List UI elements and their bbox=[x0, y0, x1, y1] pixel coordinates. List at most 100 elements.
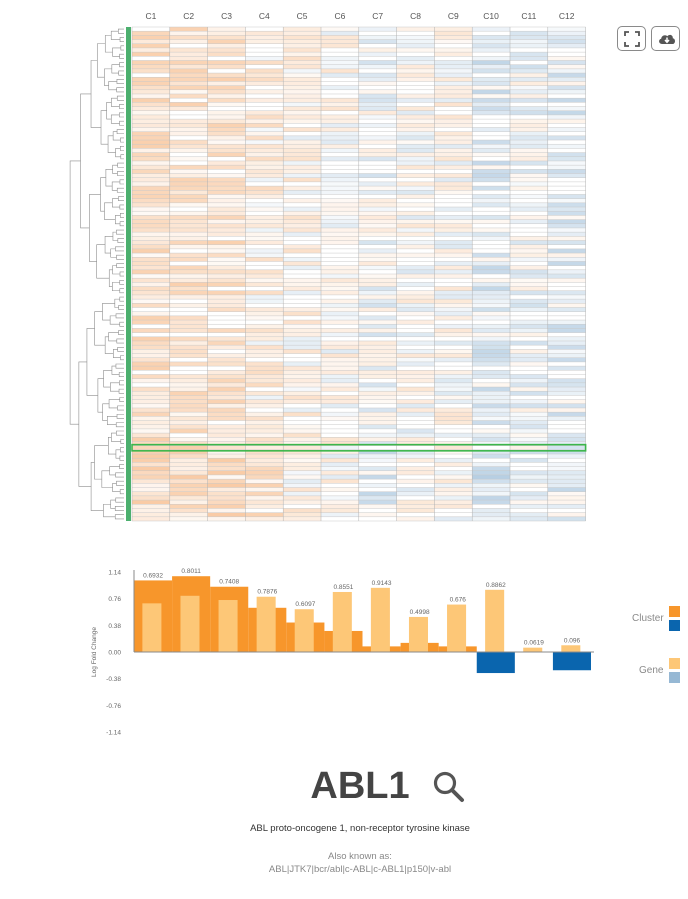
heatmap-cell bbox=[245, 194, 284, 199]
heatmap-cell bbox=[207, 294, 246, 300]
heatmap-cell bbox=[472, 253, 510, 258]
heatmap-cell bbox=[283, 148, 321, 153]
dendrogram-branch bbox=[117, 171, 124, 176]
heatmap-cell bbox=[547, 253, 586, 258]
heatmap-cell bbox=[358, 340, 397, 346]
dendrogram-branch bbox=[120, 212, 124, 218]
heatmap-cell bbox=[207, 35, 246, 40]
search-icon[interactable] bbox=[432, 770, 466, 804]
heatmap-cell bbox=[472, 495, 510, 501]
heatmap-cell bbox=[283, 127, 321, 132]
heatmap-cell bbox=[169, 131, 208, 136]
heatmap-cell bbox=[547, 307, 586, 312]
heatmap-cell bbox=[207, 135, 246, 141]
heatmap-cell bbox=[207, 85, 246, 90]
heatmap-cell bbox=[434, 156, 473, 161]
heatmap-cell bbox=[396, 487, 435, 492]
heatmap-cell bbox=[283, 428, 321, 434]
heatmap-cell bbox=[245, 282, 284, 287]
heatmap-cell bbox=[207, 512, 246, 517]
heatmap-cell bbox=[283, 253, 321, 257]
heatmap-cell bbox=[283, 182, 321, 186]
heatmap-cell bbox=[321, 408, 359, 412]
heatmap-cell bbox=[358, 148, 397, 153]
heatmap-cell bbox=[510, 106, 548, 111]
heatmap-cell bbox=[169, 328, 208, 333]
heatmap-cell bbox=[547, 248, 586, 254]
heatmap-cell bbox=[170, 136, 208, 140]
heatmap-cell bbox=[321, 278, 359, 283]
heatmap-cell bbox=[472, 115, 510, 119]
heatmap-cell bbox=[321, 282, 359, 287]
heatmap-cells bbox=[132, 27, 586, 521]
heatmap-cell bbox=[434, 77, 473, 82]
heatmap-cell bbox=[510, 98, 548, 103]
heatmap-cell bbox=[396, 378, 435, 383]
heatmap-cell bbox=[397, 496, 435, 500]
heatmap-cell bbox=[510, 391, 548, 396]
heatmap-cell bbox=[472, 366, 510, 370]
heatmap-cell bbox=[510, 169, 548, 174]
heatmap-cell bbox=[245, 211, 283, 215]
heatmap-cell bbox=[472, 512, 510, 517]
heatmap-cell bbox=[132, 269, 170, 274]
heatmap-cell bbox=[396, 156, 435, 161]
heatmap-cell bbox=[548, 123, 586, 127]
heatmap-cell bbox=[472, 85, 510, 90]
heatmap-cell bbox=[358, 495, 397, 501]
heatmap-cell bbox=[510, 370, 548, 374]
heatmap-cell bbox=[358, 114, 397, 120]
heatmap-cell bbox=[321, 39, 359, 44]
heatmap-cell bbox=[434, 111, 472, 115]
heatmap-cell bbox=[472, 198, 510, 203]
heatmap-cell bbox=[472, 428, 510, 434]
heatmap-cell bbox=[283, 106, 321, 111]
heatmap-cell bbox=[321, 441, 359, 446]
heatmap-cell bbox=[548, 421, 586, 425]
heatmap-cell bbox=[510, 337, 548, 341]
heatmap-cell bbox=[283, 198, 321, 203]
heatmap-cell bbox=[472, 399, 510, 404]
column-header: C11 bbox=[521, 11, 536, 21]
heatmap-cell bbox=[510, 286, 548, 291]
heatmap-cell bbox=[358, 64, 397, 69]
heatmap-cell bbox=[434, 445, 473, 450]
heatmap-cell bbox=[396, 64, 435, 69]
heatmap-cell bbox=[283, 487, 321, 492]
heatmap-cell bbox=[283, 508, 321, 513]
heatmap-cell bbox=[434, 441, 473, 446]
heatmap-cell bbox=[283, 64, 321, 69]
heatmap-cell bbox=[321, 370, 359, 375]
heatmap: C1 C2 C3 C4 C5 C6 C7 C8 C9 C10 C11 C12 bbox=[69, 11, 587, 522]
gene-bar-C12 bbox=[561, 645, 581, 652]
heatmap-cell bbox=[396, 290, 435, 295]
heatmap-cell bbox=[547, 340, 586, 346]
heatmap-cell bbox=[245, 56, 284, 61]
heatmap-cell bbox=[358, 286, 397, 291]
heatmap-cell bbox=[510, 181, 548, 187]
heatmap-cell bbox=[358, 265, 397, 270]
heatmap-cell bbox=[169, 68, 208, 74]
heatmap-cell bbox=[245, 219, 284, 224]
heatmap-cell bbox=[510, 467, 548, 471]
heatmap-cell bbox=[283, 307, 321, 312]
heatmap-cell bbox=[245, 114, 284, 120]
heatmap-cell bbox=[132, 428, 170, 434]
dendrogram-branch bbox=[119, 321, 124, 327]
heatmap-cell bbox=[510, 228, 548, 232]
download-button[interactable] bbox=[651, 26, 680, 51]
fullscreen-button[interactable] bbox=[617, 26, 646, 51]
heatmap-cell bbox=[283, 177, 321, 182]
heatmap-cell bbox=[321, 60, 359, 65]
heatmap-cell bbox=[548, 374, 586, 378]
heatmap-cell bbox=[358, 223, 397, 228]
heatmap-cell bbox=[396, 500, 435, 505]
heatmap-cell bbox=[434, 337, 472, 341]
heatmap-cell bbox=[358, 81, 397, 86]
heatmap-cell bbox=[207, 152, 246, 157]
heatmap-cell bbox=[132, 449, 170, 455]
heatmap-cell bbox=[396, 39, 435, 44]
heatmap-cell bbox=[245, 290, 284, 295]
heatmap-cell bbox=[397, 337, 435, 341]
dendrogram-branch bbox=[119, 53, 124, 59]
